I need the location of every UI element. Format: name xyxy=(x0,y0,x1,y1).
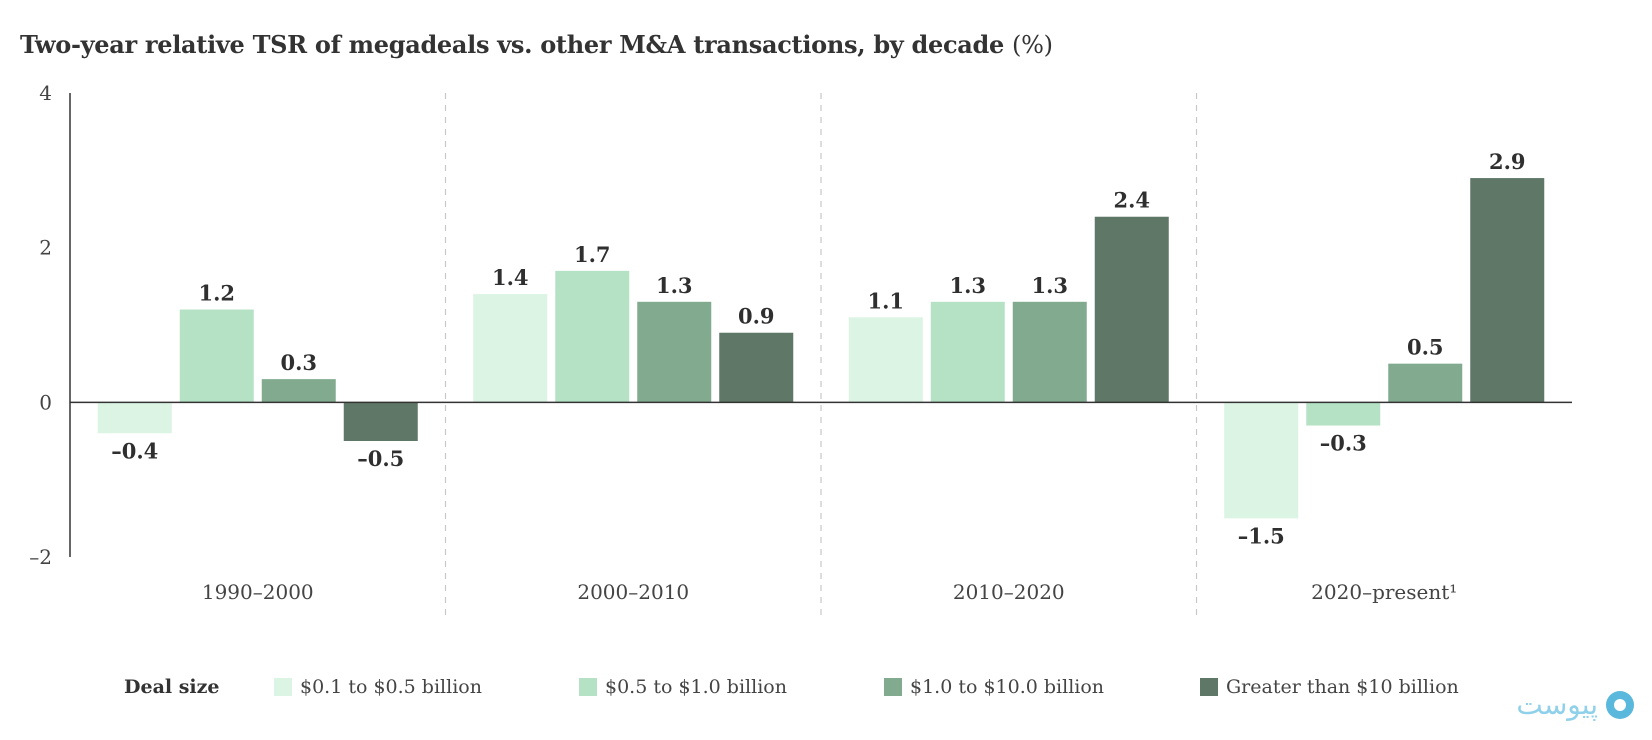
data-label: 1.2 xyxy=(198,281,235,306)
bar xyxy=(637,301,712,403)
bar xyxy=(1224,402,1299,519)
data-label: 2.4 xyxy=(1113,188,1150,213)
legend: Deal size $0.1 to $0.5 billion $0.5 to $… xyxy=(124,676,1464,706)
legend-item-3: Greater than $10 billion xyxy=(1200,676,1459,698)
data-label: 1.4 xyxy=(492,265,529,290)
legend-swatch-3 xyxy=(1200,678,1218,696)
data-label: –0.5 xyxy=(357,446,404,471)
y-tick-label: 4 xyxy=(39,81,52,105)
bar xyxy=(930,301,1005,403)
x-category-label: 2000–2010 xyxy=(577,580,689,604)
x-category-label: 2020–present¹ xyxy=(1311,580,1457,604)
legend-swatch-1 xyxy=(579,678,597,696)
bar xyxy=(719,332,794,403)
legend-swatch-2 xyxy=(884,678,902,696)
watermark-logo-icon xyxy=(1606,690,1634,719)
bar xyxy=(555,270,630,403)
data-label: –0.3 xyxy=(1320,431,1367,456)
legend-label-0: $0.1 to $0.5 billion xyxy=(300,676,482,698)
chart-title: Two-year relative TSR of megadeals vs. o… xyxy=(20,30,1053,59)
bar xyxy=(1388,363,1463,403)
legend-label-1: $0.5 to $1.0 billion xyxy=(605,676,787,698)
legend-item-1: $0.5 to $1.0 billion xyxy=(579,676,787,698)
watermark-text: پیوست xyxy=(1516,688,1598,721)
bar xyxy=(97,402,172,434)
legend-item-2: $1.0 to $10.0 billion xyxy=(884,676,1104,698)
x-category-label: 1990–2000 xyxy=(202,580,314,604)
legend-item-0: $0.1 to $0.5 billion xyxy=(274,676,482,698)
bar xyxy=(1470,178,1545,403)
data-label: 0.9 xyxy=(738,304,775,329)
data-label: 1.1 xyxy=(867,288,904,313)
y-tick-label: 0 xyxy=(39,390,52,414)
watermark: پیوست xyxy=(1516,688,1634,721)
data-label: –1.5 xyxy=(1238,523,1285,548)
bar xyxy=(848,317,923,403)
y-tick-label: –2 xyxy=(29,545,52,569)
data-label: 0.3 xyxy=(280,350,317,375)
data-label: 1.7 xyxy=(574,242,611,267)
legend-title: Deal size xyxy=(124,676,220,698)
bar xyxy=(473,294,548,403)
data-label: 1.3 xyxy=(1031,273,1068,298)
legend-swatch-0 xyxy=(274,678,292,696)
data-label: 0.5 xyxy=(1407,335,1444,360)
data-label: 2.9 xyxy=(1489,149,1526,174)
legend-label-3: Greater than $10 billion xyxy=(1226,676,1459,698)
data-label: 1.3 xyxy=(656,273,693,298)
bar xyxy=(343,402,418,441)
chart-title-unit: (%) xyxy=(1012,31,1053,59)
bar xyxy=(1012,301,1087,403)
legend-label-2: $1.0 to $10.0 billion xyxy=(910,676,1105,698)
data-label: 1.3 xyxy=(949,273,986,298)
chart-title-text: Two-year relative TSR of megadeals vs. o… xyxy=(20,30,1004,59)
bar xyxy=(261,379,336,403)
data-label: –0.4 xyxy=(111,438,158,463)
bar xyxy=(1094,216,1169,403)
bar xyxy=(1306,402,1381,426)
bar xyxy=(179,309,254,403)
bar-chart: 4 2 0 –2 –0.4 1.2 0.3 –0.5 1990–2000 1.4 1.7 1.3 0.9… xyxy=(29,81,1572,620)
x-category-label: 2010–2020 xyxy=(953,580,1065,604)
y-tick-label: 2 xyxy=(39,236,52,260)
